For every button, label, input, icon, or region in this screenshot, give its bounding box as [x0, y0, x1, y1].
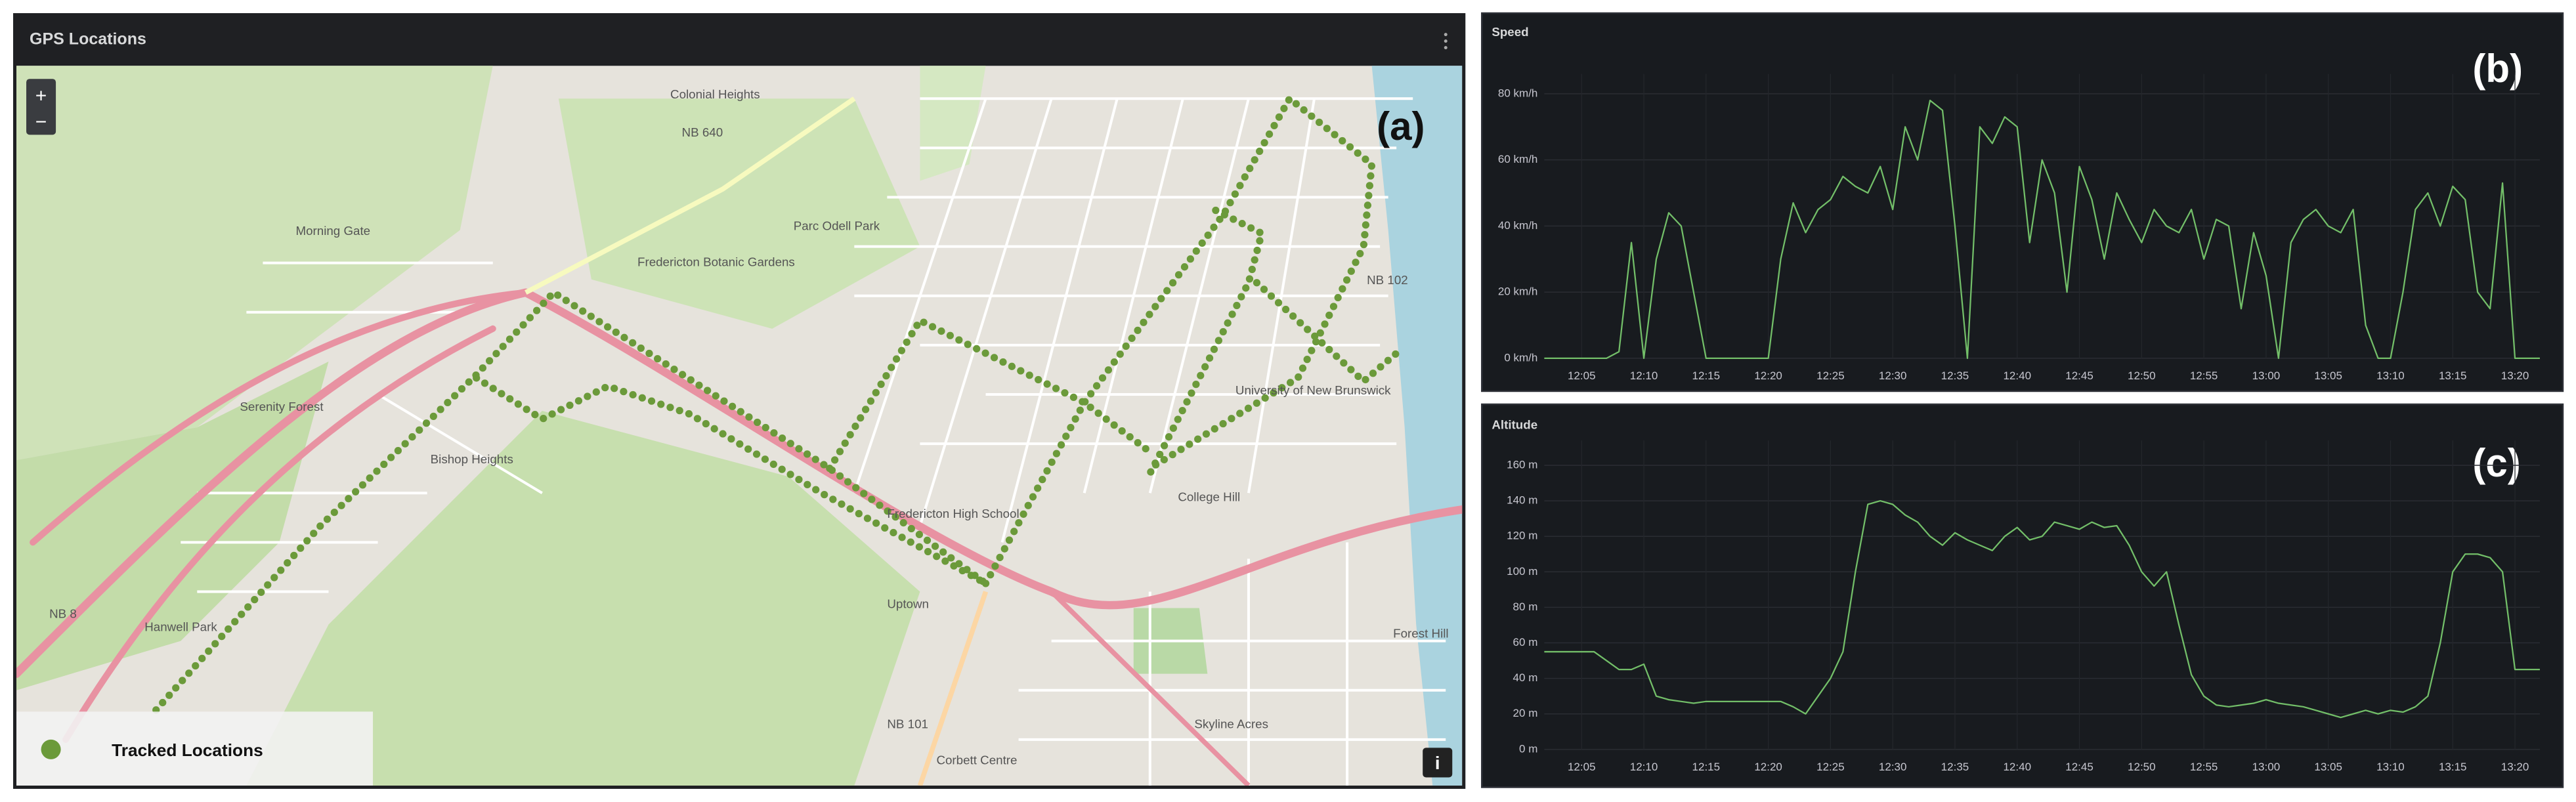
x-tick-label: 13:10	[2376, 761, 2405, 773]
x-tick-label: 12:55	[2190, 761, 2218, 773]
y-tick-label: 140 m	[1507, 494, 1537, 507]
x-tick-label: 13:00	[2252, 761, 2281, 773]
y-tick-label: 80 m	[1513, 601, 1538, 613]
y-tick-label: 60 m	[1513, 636, 1538, 648]
place-label: College Hill	[1178, 490, 1240, 504]
x-tick-label: 12:20	[1754, 369, 1782, 382]
chart-title: Speed	[1492, 25, 1528, 39]
place-label: Skyline Acres	[1194, 717, 1268, 730]
x-tick-label: 12:40	[2003, 761, 2031, 773]
x-tick-label: 12:10	[1630, 761, 1658, 773]
data-line	[1544, 99, 2540, 360]
y-tick-label: 40 km/h	[1498, 219, 1538, 232]
map-title: GPS Locations	[30, 30, 146, 49]
map[interactable]: Colonial Heights Morning Gate Parc Odell…	[16, 66, 1463, 786]
y-tick-label: 0 m	[1519, 742, 1537, 755]
x-tick-label: 13:10	[2376, 369, 2405, 382]
x-tick-label: 12:50	[2128, 761, 2156, 773]
x-tick-label: 12:10	[1630, 369, 1658, 382]
y-tick-label: 120 m	[1507, 530, 1537, 542]
x-tick-label: 13:00	[2252, 369, 2281, 382]
x-tick-label: 12:40	[2003, 369, 2031, 382]
place-label: Morning Gate	[295, 224, 370, 238]
panel-label: (c)	[2472, 441, 2520, 485]
data-line	[1544, 499, 2540, 719]
legend-marker	[41, 739, 61, 759]
y-tick-label: 40 m	[1513, 671, 1538, 684]
x-tick-label: 12:30	[1879, 761, 1907, 773]
x-tick-label: 12:15	[1692, 369, 1721, 382]
place-label: NB 8	[49, 607, 77, 621]
x-tick-label: 13:05	[2314, 369, 2342, 382]
x-tick-label: 13:20	[2501, 369, 2529, 382]
y-tick-label: 160 m	[1507, 458, 1537, 471]
place-label: Fredericton Botanic Gardens	[637, 255, 795, 269]
info-icon[interactable]: i	[1435, 753, 1440, 773]
legend	[16, 711, 374, 786]
y-tick-label: 20 km/h	[1498, 285, 1538, 298]
zoom-in[interactable]: +	[35, 85, 47, 106]
legend-label: Tracked Locations	[112, 740, 263, 760]
place-label: Bishop Heights	[431, 452, 513, 466]
chart-title: Altitude	[1492, 418, 1537, 432]
x-tick-label: 13:15	[2439, 369, 2467, 382]
place-label: Colonial Heights	[670, 87, 760, 101]
y-tick-label: 0 km/h	[1504, 351, 1537, 364]
tracked-route	[152, 93, 1400, 714]
y-tick-label: 80 km/h	[1498, 87, 1538, 99]
panel-label: (b)	[2472, 47, 2523, 91]
x-tick-label: 12:20	[1754, 761, 1782, 773]
x-tick-label: 13:15	[2439, 761, 2467, 773]
zoom-control[interactable]	[26, 79, 56, 135]
panel-menu[interactable]	[1444, 33, 1448, 50]
place-label: Parc Odell Park	[794, 219, 880, 233]
panel-label: (a)	[1377, 104, 1425, 148]
place-label: Forest Hill	[1393, 627, 1448, 641]
place-label: Uptown	[887, 597, 929, 611]
place-label: NB 640	[682, 125, 723, 139]
place-label: Serenity Forest	[240, 400, 324, 413]
y-tick-label: 100 m	[1507, 565, 1537, 578]
x-tick-label: 12:05	[1568, 369, 1596, 382]
x-tick-label: 12:25	[1816, 761, 1845, 773]
x-tick-label: 12:50	[2128, 369, 2156, 382]
x-tick-label: 12:15	[1692, 761, 1721, 773]
x-tick-label: 12:35	[1941, 369, 1969, 382]
speed-panel	[1481, 12, 2564, 392]
place-label: University of New Brunswick	[1235, 383, 1391, 397]
x-tick-label: 12:05	[1568, 761, 1596, 773]
y-tick-label: 60 km/h	[1498, 153, 1538, 165]
x-tick-label: 13:05	[2314, 761, 2342, 773]
place-label: NB 101	[887, 717, 928, 730]
x-tick-label: 12:45	[2065, 761, 2093, 773]
x-tick-label: 12:55	[2190, 369, 2218, 382]
place-label: Fredericton High School	[887, 507, 1019, 520]
place-label: Corbett Centre	[936, 753, 1017, 767]
place-label: Hanwell Park	[144, 620, 217, 634]
x-tick-label: 12:35	[1941, 761, 1969, 773]
place-label: NB 102	[1367, 273, 1408, 287]
x-tick-label: 12:45	[2065, 369, 2093, 382]
x-tick-label: 12:30	[1879, 369, 1907, 382]
x-tick-label: 13:20	[2501, 761, 2529, 773]
altitude-panel	[1481, 403, 2564, 788]
zoom-out[interactable]: −	[35, 111, 47, 133]
y-tick-label: 20 m	[1513, 707, 1538, 719]
x-tick-label: 12:25	[1816, 369, 1845, 382]
info-button[interactable]	[1423, 748, 1453, 778]
